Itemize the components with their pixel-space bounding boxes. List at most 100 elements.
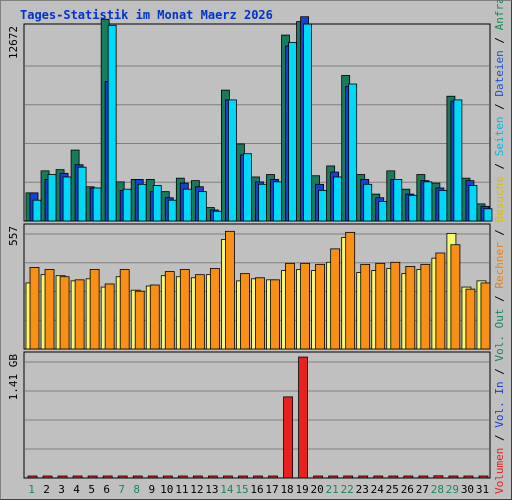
x-tick-label: 14: [220, 483, 234, 496]
x-tick-label: 27: [416, 483, 429, 496]
x-tick-label: 30: [461, 483, 474, 496]
bar-seiten-day-2: [47, 174, 57, 222]
bar-seiten-day-11: [182, 188, 192, 222]
bar-seiten-day-17: [273, 181, 282, 222]
bar-rechner-day-11: [179, 269, 190, 350]
bar-seiten-day-7: [122, 188, 132, 222]
bar-seiten-day-10: [167, 199, 177, 222]
panel-bottom: [23, 351, 491, 479]
bar-seiten-day-28: [438, 190, 448, 222]
bar-rechner-day-13: [209, 268, 220, 350]
bar-seiten-day-26: [408, 194, 418, 222]
bar-rechner-day-1: [29, 267, 40, 350]
bar-volumen-day-29: [448, 475, 459, 479]
bar-seiten-day-6: [107, 24, 117, 222]
bar-volumen-day-26: [403, 475, 414, 479]
bar-volumen-day-27: [418, 475, 429, 479]
bar-seiten-day-31: [483, 208, 493, 222]
bar-seiten-day-29: [453, 99, 463, 222]
y-max-label-middle: 557: [7, 226, 20, 246]
bar-rechner-day-10: [164, 271, 175, 350]
x-tick-label: 1: [28, 483, 35, 496]
bar-seiten-day-12: [197, 191, 207, 222]
bar-volumen-day-28: [433, 475, 444, 479]
bar-volumen-day-13: [207, 475, 218, 479]
bar-seiten-day-1: [32, 199, 42, 222]
bar-seiten-day-22: [348, 83, 358, 222]
bar-volumen-day-10: [162, 475, 173, 479]
bar-volumen-day-9: [147, 475, 158, 479]
bar-rechner-day-24: [375, 262, 386, 350]
legend-separator: /: [493, 222, 506, 242]
bar-volumen-day-15: [238, 475, 248, 479]
legend-item: Vol. Out: [493, 309, 506, 362]
y-max-label-top: 12672: [7, 26, 20, 59]
bar-rechner-day-21: [330, 248, 341, 350]
bar-rechner-day-23: [360, 263, 371, 350]
bar-volumen-day-8: [132, 475, 143, 479]
x-tick-label: 3: [58, 483, 65, 496]
bar-volumen-day-2: [42, 475, 53, 479]
x-tick-label: 2: [43, 483, 50, 496]
bar-seiten-day-25: [393, 179, 403, 222]
bar-seiten-day-23: [363, 183, 373, 222]
bar-volumen-day-11: [177, 475, 188, 479]
bar-rechner-day-8: [134, 290, 145, 350]
bar-volumen-day-30: [463, 475, 474, 479]
bar-rechner-day-5: [89, 269, 100, 350]
bar-seiten-day-3: [62, 176, 72, 222]
bar-rechner-day-6: [104, 283, 115, 350]
x-tick-label: 4: [73, 483, 80, 496]
legend-separator: /: [493, 289, 506, 309]
x-tick-label: 17: [265, 483, 278, 496]
legend-item: Besuche: [493, 176, 506, 222]
x-tick-label: 5: [88, 483, 95, 496]
x-tick-label: 18: [280, 483, 293, 496]
x-tick-label: 31: [476, 483, 489, 496]
bar-rechner-day-22: [345, 231, 356, 350]
bar-volumen-day-24: [373, 475, 384, 479]
bar-volumen-day-25: [388, 475, 399, 479]
bar-rechner-day-2: [44, 269, 55, 350]
x-tick-label: 11: [175, 483, 188, 496]
x-tick-label: 15: [235, 483, 248, 496]
bar-rechner-day-20: [315, 263, 326, 350]
bar-rechner-day-28: [435, 252, 446, 350]
x-tick-label: 28: [431, 483, 444, 496]
x-tick-label: 16: [250, 483, 263, 496]
legend-separator: /: [493, 30, 506, 50]
legend-item: Vol. In: [493, 381, 506, 427]
x-tick-label: 6: [103, 483, 110, 496]
bar-rechner-day-29: [450, 244, 461, 350]
bar-volumen-day-14: [223, 475, 233, 479]
bar-rechner-day-26: [405, 266, 416, 350]
legend-item: Anfragen: [493, 0, 506, 30]
legend-separator: /: [493, 362, 506, 382]
bar-rechner-day-4: [74, 279, 85, 350]
legend-item: Seiten: [493, 116, 506, 156]
y-max-label-bottom: 1.41 GB: [7, 354, 20, 401]
bar-seiten-day-5: [92, 187, 102, 222]
legend-separator: /: [493, 156, 506, 176]
bar-volumen-day-19: [298, 356, 308, 479]
bar-rechner-day-18: [285, 262, 295, 350]
bar-rechner-day-30: [465, 288, 476, 350]
bar-volumen-day-17: [268, 475, 278, 479]
legend-item: Volumen: [493, 448, 506, 494]
x-tick-label: 7: [118, 483, 125, 496]
bar-volumen-day-31: [478, 475, 489, 479]
x-tick-label: 8: [133, 483, 140, 496]
x-tick-label: 29: [446, 483, 459, 496]
bar-seiten-day-8: [137, 183, 147, 222]
x-tick-label: 19: [295, 483, 308, 496]
bar-seiten-day-30: [468, 185, 478, 222]
chart-title: Tages-Statistik im Monat Maerz 2026: [20, 8, 273, 22]
bar-rechner-day-15: [240, 273, 250, 350]
bar-seiten-day-24: [378, 201, 388, 222]
legend-item: Dateien: [493, 50, 506, 96]
bar-seiten-day-16: [258, 183, 267, 222]
bar-seiten-day-4: [77, 166, 87, 222]
bar-volumen-day-21: [328, 475, 339, 479]
x-tick-label: 12: [190, 483, 203, 496]
